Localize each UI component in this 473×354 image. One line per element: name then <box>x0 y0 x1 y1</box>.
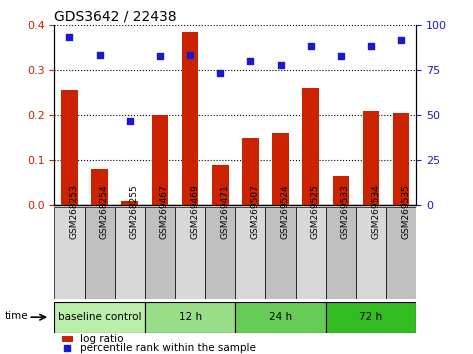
Text: GSM269467: GSM269467 <box>160 184 169 239</box>
Text: GSM268254: GSM268254 <box>100 184 109 239</box>
Point <box>277 63 284 68</box>
Bar <box>122 201 138 205</box>
Text: GSM269471: GSM269471 <box>220 184 229 239</box>
Point <box>307 43 315 48</box>
Text: 24 h: 24 h <box>269 312 292 322</box>
Text: percentile rank within the sample: percentile rank within the sample <box>80 343 255 353</box>
Bar <box>272 133 289 205</box>
Bar <box>205 207 235 299</box>
Point <box>66 34 73 39</box>
Bar <box>212 165 228 205</box>
Bar <box>296 207 326 299</box>
Text: time: time <box>4 310 28 321</box>
Text: log ratio: log ratio <box>80 334 123 344</box>
Text: baseline control: baseline control <box>58 312 141 322</box>
Bar <box>54 302 145 333</box>
Bar <box>114 207 145 299</box>
Bar <box>91 169 108 205</box>
Text: GSM269524: GSM269524 <box>280 184 289 239</box>
Bar <box>265 207 296 299</box>
Bar <box>386 207 416 299</box>
Point <box>367 43 375 48</box>
Point <box>397 37 405 43</box>
Bar <box>145 302 235 333</box>
Bar <box>85 207 114 299</box>
Bar <box>326 302 416 333</box>
Text: GSM268255: GSM268255 <box>130 184 139 239</box>
Bar <box>333 176 349 205</box>
Point <box>126 119 133 124</box>
Text: GSM269534: GSM269534 <box>371 184 380 239</box>
Bar <box>326 207 356 299</box>
Bar <box>235 207 265 299</box>
Text: 72 h: 72 h <box>359 312 383 322</box>
Text: GSM269469: GSM269469 <box>190 184 199 239</box>
Text: GDS3642 / 22438: GDS3642 / 22438 <box>54 10 177 24</box>
Point <box>217 70 224 75</box>
Point <box>96 52 104 57</box>
Bar <box>175 207 205 299</box>
Text: GSM269525: GSM269525 <box>311 184 320 239</box>
Point <box>156 53 164 59</box>
Bar <box>302 88 319 205</box>
Bar <box>235 302 326 333</box>
Bar <box>363 110 379 205</box>
Bar <box>182 32 198 205</box>
Text: GSM269533: GSM269533 <box>341 184 350 239</box>
Text: GSM268253: GSM268253 <box>70 184 79 239</box>
Bar <box>152 115 168 205</box>
Bar <box>356 207 386 299</box>
Text: GSM269507: GSM269507 <box>250 184 259 239</box>
Bar <box>61 90 78 205</box>
Bar <box>393 113 410 205</box>
Text: 12 h: 12 h <box>178 312 201 322</box>
Bar <box>242 138 259 205</box>
Point <box>64 345 71 351</box>
Bar <box>61 336 73 342</box>
Point <box>337 53 345 59</box>
Point <box>186 52 194 57</box>
Bar <box>54 207 85 299</box>
Bar <box>145 207 175 299</box>
Point <box>246 58 254 64</box>
Text: GSM269535: GSM269535 <box>401 184 410 239</box>
